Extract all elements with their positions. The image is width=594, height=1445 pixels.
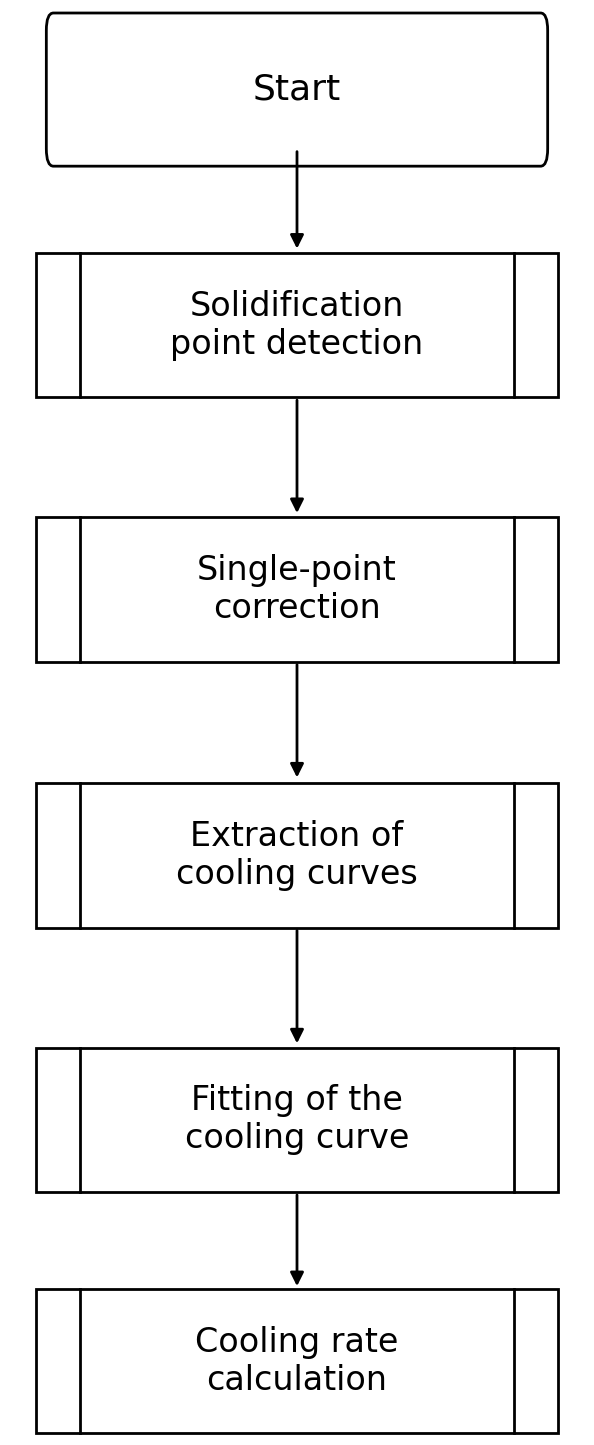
Text: Start: Start bbox=[253, 72, 341, 107]
Text: Cooling rate
calculation: Cooling rate calculation bbox=[195, 1325, 399, 1397]
Bar bbox=[36, 1048, 558, 1192]
Bar bbox=[36, 1289, 558, 1433]
Text: Fitting of the
cooling curve: Fitting of the cooling curve bbox=[185, 1084, 409, 1156]
Text: Solidification
point detection: Solidification point detection bbox=[170, 289, 424, 361]
Bar bbox=[36, 517, 558, 662]
Bar bbox=[36, 253, 558, 397]
Bar bbox=[36, 783, 558, 928]
FancyBboxPatch shape bbox=[46, 13, 548, 166]
Text: Single-point
correction: Single-point correction bbox=[197, 553, 397, 626]
Text: Extraction of
cooling curves: Extraction of cooling curves bbox=[176, 819, 418, 892]
